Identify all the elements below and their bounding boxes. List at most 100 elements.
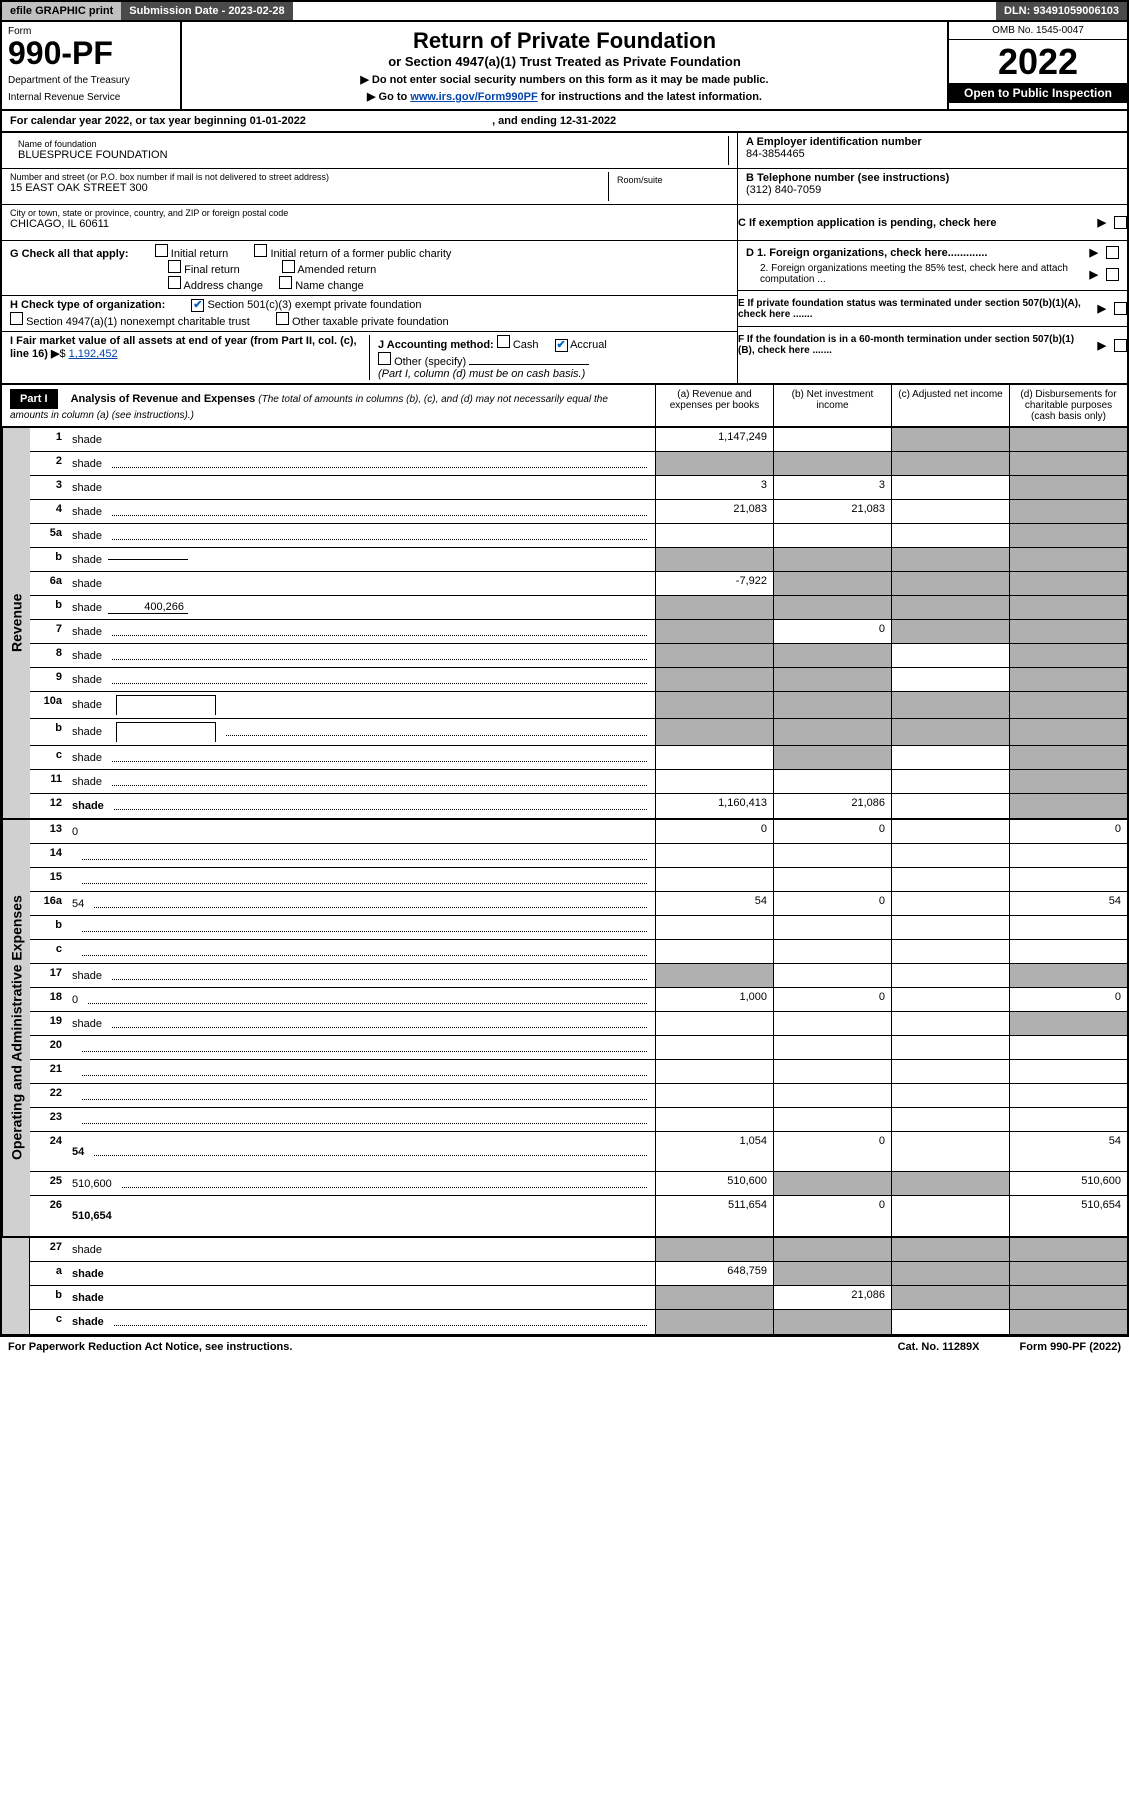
table-row: b (30, 916, 1127, 940)
table-cell (891, 1060, 1009, 1083)
table-row: 17shade (30, 964, 1127, 988)
cb-501c3[interactable] (191, 299, 204, 312)
cb-exemption-pending[interactable] (1114, 216, 1127, 229)
table-cell (1009, 794, 1127, 818)
line-desc: shade (68, 1012, 655, 1035)
cb-status-terminated[interactable] (1114, 302, 1127, 315)
table-cell (1009, 964, 1127, 987)
table-cell (1009, 916, 1127, 939)
table-cell (891, 1084, 1009, 1107)
table-cell (773, 524, 891, 547)
table-cell (891, 668, 1009, 691)
line-desc: shade (68, 746, 655, 769)
table-cell (655, 548, 773, 571)
c-row: C If exemption application is pending, c… (738, 205, 1127, 241)
table-row: 4shade21,08321,083 (30, 500, 1127, 524)
table-cell (891, 1238, 1009, 1261)
info-block: Name of foundation BLUESPRUCE FOUNDATION… (0, 133, 1129, 385)
table-cell (773, 1262, 891, 1285)
open-inspection: Open to Public Inspection (949, 83, 1127, 103)
cb-final-return[interactable] (168, 260, 181, 273)
form-id-block: Form 990-PF Department of the Treasury I… (2, 22, 182, 109)
cb-initial-former[interactable] (254, 244, 267, 257)
table-cell (1009, 428, 1127, 451)
table-cell (891, 596, 1009, 619)
city-value: CHICAGO, IL 60611 (10, 218, 729, 230)
info-left: Name of foundation BLUESPRUCE FOUNDATION… (2, 133, 737, 383)
foundation-name: BLUESPRUCE FOUNDATION (18, 149, 720, 161)
addr-value: 15 EAST OAK STREET 300 (10, 182, 608, 194)
table-cell (773, 1172, 891, 1195)
table-cell (1009, 572, 1127, 595)
b-label: B Telephone number (see instructions) (746, 172, 1119, 184)
table-cell: 21,083 (773, 500, 891, 523)
table-row: 7shade0 (30, 620, 1127, 644)
table-cell (773, 548, 891, 571)
line-number: 12 (30, 794, 68, 818)
table-cell (891, 452, 1009, 475)
line-number: 9 (30, 668, 68, 691)
line-number: 15 (30, 868, 68, 891)
title-block: Return of Private Foundation or Section … (182, 22, 947, 109)
table-cell (1009, 868, 1127, 891)
e-row: E If private foundation status was termi… (738, 291, 1127, 327)
table-row: 1shade1,147,249 (30, 428, 1127, 452)
table-row: 2shade (30, 452, 1127, 476)
table-cell (1009, 644, 1127, 667)
cb-other-taxable[interactable] (276, 312, 289, 325)
form-subtitle: or Section 4947(a)(1) Trust Treated as P… (188, 54, 941, 69)
table-cell (773, 1238, 891, 1261)
omb-number: OMB No. 1545-0047 (949, 22, 1127, 40)
dept-irs: Internal Revenue Service (8, 92, 174, 103)
table-row: 8shade (30, 644, 1127, 668)
table-cell (1009, 548, 1127, 571)
cb-other-method[interactable] (378, 352, 391, 365)
cb-foreign-org[interactable] (1106, 246, 1119, 259)
line-desc: shade (68, 668, 655, 691)
cb-4947[interactable] (10, 312, 23, 325)
opex-body: 130000141516a5454054bc17shade1801,000001… (30, 820, 1127, 1236)
table-row: 3shade33 (30, 476, 1127, 500)
table-cell (655, 770, 773, 793)
cb-address-change[interactable] (168, 276, 181, 289)
table-cell (773, 1012, 891, 1035)
table-cell: 54 (1009, 892, 1127, 915)
form-title: Return of Private Foundation (188, 28, 941, 54)
line-desc (68, 1084, 655, 1107)
cb-name-change[interactable] (279, 276, 292, 289)
table-cell (1009, 620, 1127, 643)
cb-cash[interactable] (497, 335, 510, 348)
cb-foreign-85[interactable] (1106, 268, 1119, 281)
table-cell: 1,000 (655, 988, 773, 1011)
line-number: 21 (30, 1060, 68, 1083)
revenue-body: 1shade1,147,2492shade3shade334shade21,08… (30, 428, 1127, 818)
table-row: 130000 (30, 820, 1127, 844)
line-desc: shade (68, 1262, 655, 1285)
table-row: 14 (30, 844, 1127, 868)
cb-amended[interactable] (282, 260, 295, 273)
table-cell (1009, 746, 1127, 769)
table-cell (773, 572, 891, 595)
form-number: 990-PF (8, 37, 174, 69)
fmv-link[interactable]: 1,192,452 (69, 348, 118, 360)
cb-initial-return[interactable] (155, 244, 168, 257)
table-cell (773, 940, 891, 963)
table-row: 22 (30, 1084, 1127, 1108)
table-cell (1009, 1238, 1127, 1261)
cb-accrual[interactable] (555, 339, 568, 352)
line-number: 4 (30, 500, 68, 523)
line-number: 19 (30, 1012, 68, 1035)
h-opt-2: Section 4947(a)(1) nonexempt charitable … (26, 316, 250, 328)
table-cell (1009, 1262, 1127, 1285)
table-cell (773, 596, 891, 619)
instr-post: for instructions and the latest informat… (538, 91, 762, 103)
a-row: A Employer identification number 84-3854… (738, 133, 1127, 169)
table-cell: 0 (773, 1132, 891, 1171)
dln-label: DLN: 93491059006103 (996, 2, 1127, 20)
phone-value: (312) 840-7059 (746, 184, 1119, 196)
irs-link[interactable]: www.irs.gov/Form990PF (410, 91, 537, 103)
info-right: A Employer identification number 84-3854… (737, 133, 1127, 383)
cb-60month[interactable] (1114, 339, 1127, 352)
line-desc (68, 916, 655, 939)
table-cell (655, 868, 773, 891)
